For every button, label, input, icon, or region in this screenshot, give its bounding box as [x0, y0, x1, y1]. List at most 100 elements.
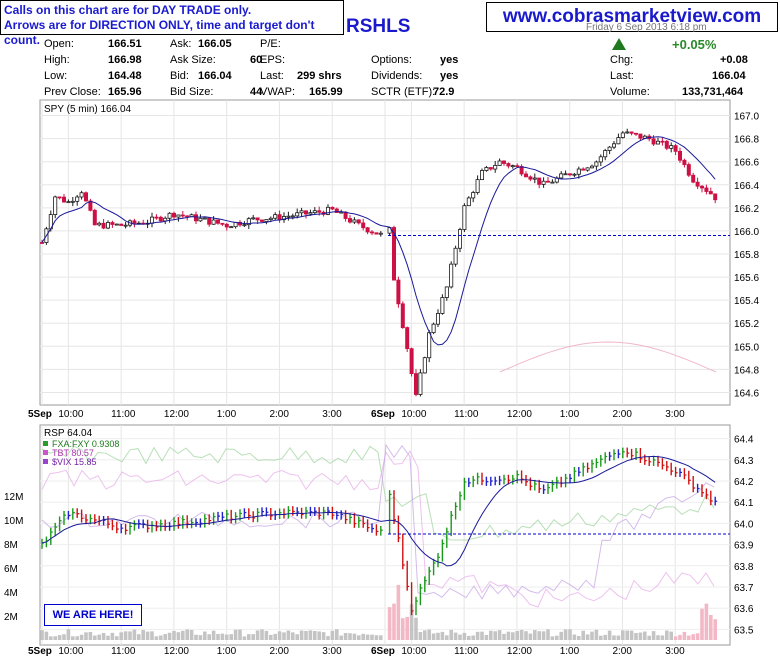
- price-chart-title: SPY (5 min) 166.04: [44, 104, 132, 115]
- price-candle: [708, 191, 713, 195]
- price-candle: [281, 216, 286, 221]
- tbt-line: [41, 450, 715, 608]
- price-candle: [229, 226, 234, 229]
- volume-bar: [189, 629, 194, 640]
- volume-bar: [497, 630, 502, 640]
- price-candle: [440, 297, 445, 314]
- volume-bar: [453, 632, 458, 640]
- ask-size-label: Ask Size:: [170, 54, 216, 66]
- volume-bar: [528, 633, 533, 640]
- volume-bar: [308, 630, 313, 640]
- volume-bar: [603, 634, 607, 640]
- volume-bar: [568, 629, 572, 640]
- price-candle: [343, 211, 348, 219]
- price-candle: [114, 223, 119, 226]
- price-candle: [457, 229, 462, 249]
- price-candle: [163, 217, 168, 222]
- price-y-tick: 165.8: [734, 250, 759, 261]
- ind-y-tick: 64.4: [734, 435, 754, 446]
- price-candle: [713, 193, 718, 201]
- price-faint-curve: [499, 341, 717, 373]
- volume-bar: [251, 634, 255, 640]
- price-candle: [352, 219, 357, 223]
- price-candle: [53, 196, 58, 215]
- volume-bar: [458, 634, 462, 640]
- price-candle: [207, 217, 212, 225]
- price-candle: [273, 214, 278, 219]
- volume-bar: [247, 634, 251, 640]
- price-candle: [66, 201, 71, 204]
- legend-tbt: TBT 80.57: [52, 448, 94, 458]
- price-candle: [563, 173, 568, 176]
- legend-swatch-fxa: [43, 441, 48, 446]
- price-candle: [259, 219, 264, 222]
- price-candle: [488, 167, 493, 170]
- price-candle: [299, 210, 304, 214]
- price-candle: [669, 145, 674, 149]
- price-candle: [541, 180, 546, 185]
- price-candle: [303, 210, 308, 215]
- volume-y-tick: 2M: [4, 612, 18, 623]
- volume-bar: [546, 629, 550, 640]
- volume-bar: [57, 635, 62, 640]
- price-candle: [682, 159, 687, 165]
- volume-bar: [541, 631, 546, 640]
- volume-bar: [537, 631, 541, 640]
- low-label: Low:: [44, 70, 68, 82]
- volume-bar: [502, 633, 506, 640]
- prev-close-value: 165.96: [108, 86, 142, 98]
- volume-bar: [480, 631, 484, 640]
- price-candle: [374, 232, 379, 235]
- vwap-value: 165.99: [309, 86, 343, 98]
- price-candle: [409, 348, 414, 374]
- volume-bar: [216, 633, 220, 640]
- x-tick-label: 10:00: [401, 409, 426, 420]
- dividends-label: Dividends:: [371, 70, 423, 82]
- open-label: Open:: [44, 38, 74, 50]
- x-tick-label: 10:00: [58, 409, 83, 420]
- price-candle: [176, 214, 181, 218]
- x-tick-label: 3:00: [665, 409, 685, 420]
- price-candle: [391, 227, 396, 281]
- price-candle: [510, 165, 515, 168]
- price-y-tick: 166.0: [734, 227, 759, 238]
- price-candle: [427, 332, 432, 359]
- price-candle: [634, 132, 639, 135]
- volume-bar: [427, 629, 431, 640]
- site-link[interactable]: www.cobrasmarketview.com: [486, 2, 778, 32]
- date-header: Friday 6 Sep 2013 6:18 pm: [586, 22, 707, 33]
- price-candle: [84, 192, 89, 202]
- price-candle: [479, 170, 484, 181]
- volume-bar: [533, 630, 537, 640]
- price-y-tick: 165.2: [734, 319, 759, 330]
- volume-bar: [392, 603, 396, 640]
- legend: FXA:FXY 0.9308 TBT 80.57 $VIX 15.85: [43, 439, 119, 467]
- volume-bar: [154, 636, 159, 640]
- ind-y-tick: 63.6: [734, 604, 754, 615]
- volume-bar: [638, 632, 643, 640]
- price-candle: [519, 166, 524, 175]
- price-y-tick: 165.6: [734, 273, 759, 284]
- price-candle: [62, 196, 67, 203]
- legend-swatch-tbt: [43, 450, 48, 455]
- price-candle: [629, 131, 634, 134]
- volume-bar: [339, 635, 343, 640]
- price-candle: [422, 357, 427, 374]
- volume-bar: [515, 630, 519, 640]
- price-candle: [673, 145, 678, 152]
- price-candle: [568, 173, 573, 176]
- price-y-tick: 166.2: [734, 204, 759, 215]
- high-value: 166.98: [108, 54, 142, 66]
- price-candle: [119, 223, 124, 226]
- open-value: 166.51: [108, 38, 142, 50]
- rsp-chart-title: RSP 64.04: [44, 428, 93, 439]
- price-candle: [620, 132, 625, 138]
- x-tick-label: 12:00: [507, 409, 532, 420]
- price-candle: [475, 179, 480, 193]
- volume-bar: [207, 634, 211, 640]
- x-tick-label: 1:00: [217, 646, 237, 657]
- x-tick-label: 2:00: [269, 646, 289, 657]
- price-candle: [603, 150, 608, 158]
- price-candle: [660, 140, 665, 143]
